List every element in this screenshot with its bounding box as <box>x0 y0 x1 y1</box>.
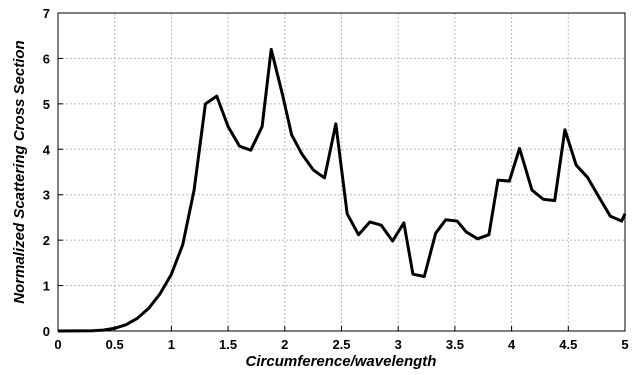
y-tick-label: 3 <box>43 188 50 203</box>
y-tick-label: 4 <box>43 142 51 157</box>
x-tick-label: 3 <box>395 337 402 352</box>
x-tick-label: 4 <box>508 337 516 352</box>
x-tick-label: 5 <box>621 337 628 352</box>
x-tick-label: 3.5 <box>446 337 464 352</box>
x-axis-label: Circumference/wavelength <box>246 353 437 370</box>
data-line <box>57 47 627 333</box>
plot-frame <box>57 12 626 332</box>
y-axis-label: Normalized Scattering Cross Section <box>11 40 28 303</box>
x-tick-label: 0.5 <box>106 337 124 352</box>
y-tick-label: 1 <box>43 279 50 294</box>
x-tick-label: 0 <box>54 337 61 352</box>
y-tick-label: 5 <box>43 97 50 112</box>
y-tick-label: 2 <box>43 233 50 248</box>
x-tick-label: 2.5 <box>332 337 350 352</box>
x-tick-label: 1.5 <box>219 337 237 352</box>
y-tick-label: 7 <box>43 6 50 21</box>
x-tick-label: 2 <box>281 337 288 352</box>
x-tick-label: 1 <box>168 337 175 352</box>
y-tick-label: 6 <box>43 51 50 66</box>
y-tick-label: 0 <box>43 324 50 339</box>
x-tick-label: 4.5 <box>559 337 577 352</box>
